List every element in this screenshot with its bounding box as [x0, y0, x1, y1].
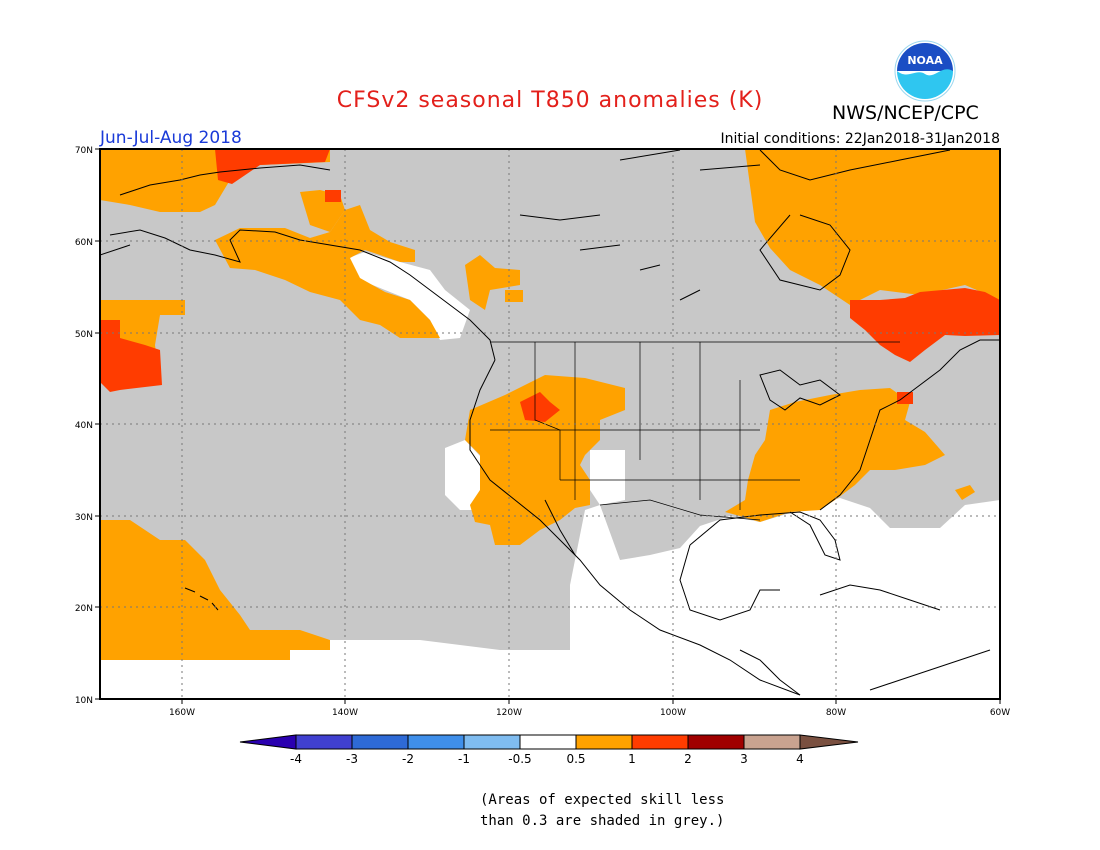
colorbar-label: -3 [346, 752, 358, 766]
colorbar-bin [295, 734, 353, 750]
colorbar-bin [631, 734, 689, 750]
colorbar-label: -1 [458, 752, 470, 766]
colorbar-label: -0.5 [508, 752, 531, 766]
lon-label-100w: 100W [660, 708, 686, 718]
noaa-logo: NOAA [894, 40, 956, 102]
political-borders [490, 341, 900, 521]
lon-label-80w: 80W [826, 708, 846, 718]
colorbar-label: 4 [796, 752, 804, 766]
colorbar-label: -2 [402, 752, 414, 766]
noaa-logo-text: NOAA [907, 54, 943, 67]
graticule [100, 149, 1000, 699]
lat-label-70n: 70N [75, 146, 93, 156]
colorbar-low-arrow [239, 734, 297, 750]
skill-note-line-1: (Areas of expected skill less [480, 792, 725, 808]
colorbar-bin [519, 734, 577, 750]
colorbar-bin [743, 734, 801, 750]
colorbar-bin [463, 734, 521, 750]
colorbar-high-arrow [799, 734, 859, 750]
initial-conditions: Initial conditions: 22Jan2018-31Jan2018 [720, 131, 1000, 147]
skill-note: (Areas of expected skill less than 0.3 a… [480, 790, 740, 832]
colorbar-label: 1 [628, 752, 636, 766]
forecast-period: Jun-Jul-Aug 2018 [100, 128, 242, 148]
colorbar-bin [351, 734, 409, 750]
lat-label-50n: 50N [75, 330, 93, 340]
colorbar-label: 0.5 [566, 752, 585, 766]
lat-label-30n: 30N [75, 513, 93, 523]
coastlines [100, 149, 1000, 696]
colorbar-bin [575, 734, 633, 750]
lat-label-20n: 20N [75, 604, 93, 614]
chart-title: CFSv2 seasonal T850 anomalies (K) [336, 88, 764, 113]
agency-label: NWS/NCEP/CPC [832, 102, 979, 124]
anomaly-1-to-2-regions [100, 149, 1000, 422]
lat-label-60n: 60N [75, 238, 93, 248]
lon-label-120w: 120W [496, 708, 522, 718]
lat-label-40n: 40N [75, 421, 93, 431]
colorbar-bin [407, 734, 465, 750]
lon-label-140w: 140W [332, 708, 358, 718]
anomaly-0.5-to-1-regions [100, 149, 1000, 660]
axis-ticks [95, 148, 1001, 704]
lon-label-160w: 160W [169, 708, 195, 718]
colorbar-label: 3 [740, 752, 748, 766]
lon-label-60w: 60W [990, 708, 1010, 718]
skill-note-line-2: than 0.3 are shaded in grey.) [480, 813, 725, 829]
colorbar-label: -4 [290, 752, 302, 766]
lat-label-10n: 10N [75, 696, 93, 706]
colorbar-bin [687, 734, 745, 750]
colorbar-label: 2 [684, 752, 692, 766]
